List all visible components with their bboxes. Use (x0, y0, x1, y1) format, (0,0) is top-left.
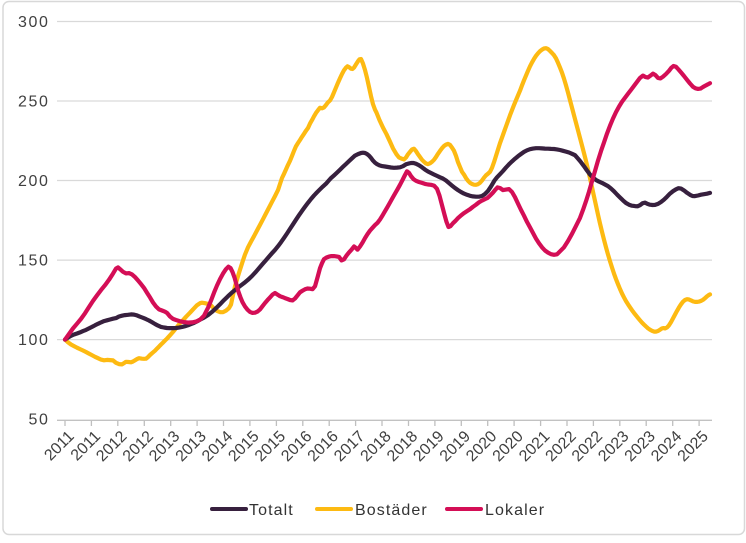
svg-text:50: 50 (29, 412, 50, 429)
svg-text:Bostäder: Bostäder (355, 502, 428, 519)
svg-text:250: 250 (18, 94, 50, 111)
svg-text:100: 100 (18, 332, 50, 349)
svg-text:200: 200 (18, 173, 50, 190)
svg-text:Lokaler: Lokaler (485, 502, 545, 519)
svg-text:Totalt: Totalt (249, 502, 294, 519)
svg-text:300: 300 (18, 14, 50, 31)
svg-text:150: 150 (18, 253, 50, 270)
